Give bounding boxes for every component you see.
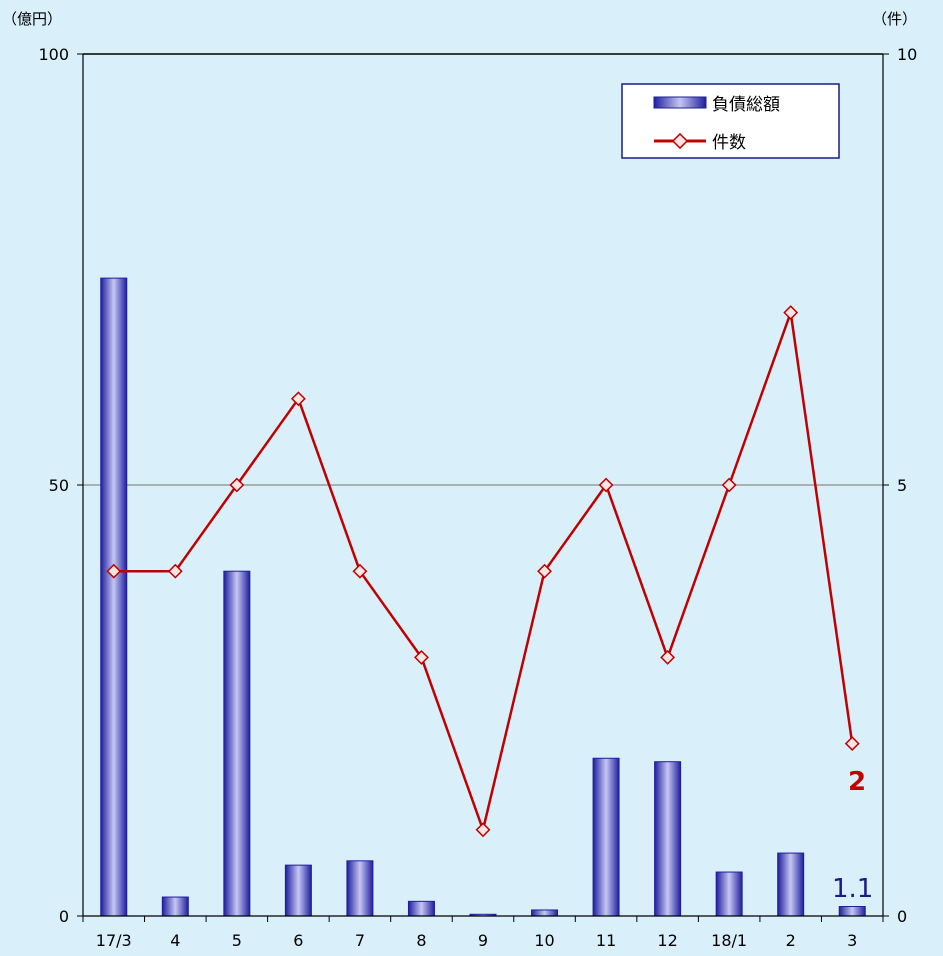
legend: 負債総額 件数 xyxy=(621,83,840,159)
count-line xyxy=(106,305,860,838)
debt-bar xyxy=(777,852,805,917)
debt-bar xyxy=(100,277,128,917)
count-point xyxy=(844,736,860,752)
x-tick-label: 17/3 xyxy=(96,931,132,950)
x-tick-label: 8 xyxy=(416,931,426,950)
x-tick-label: 12 xyxy=(657,931,677,950)
x-tick-label: 2 xyxy=(786,931,796,950)
x-tick-label: 5 xyxy=(232,931,242,950)
count-point xyxy=(660,649,676,665)
count-point xyxy=(475,822,491,838)
right-tick-label: 0 xyxy=(897,907,907,926)
debt-bar xyxy=(346,860,374,917)
x-tick-label: 10 xyxy=(534,931,554,950)
legend-box xyxy=(621,83,840,159)
last-count-label: 2 xyxy=(848,767,866,797)
count-point xyxy=(106,563,122,579)
legend-bar-swatch xyxy=(653,96,707,109)
count-point xyxy=(229,477,245,493)
debt-bars xyxy=(100,277,866,917)
x-tick-label: 3 xyxy=(847,931,857,950)
gridlines xyxy=(83,53,883,486)
debt-bar xyxy=(161,896,189,917)
count-point xyxy=(414,649,429,665)
count-point xyxy=(721,477,737,493)
x-tick-label: 6 xyxy=(293,931,303,950)
legend-count-label: 件数 xyxy=(712,133,746,153)
x-tick-label: 18/1 xyxy=(711,931,747,950)
x-tick-label: 7 xyxy=(355,931,365,950)
debt-bar xyxy=(715,871,743,917)
debt-bar xyxy=(284,864,312,917)
left-tick-label: 100 xyxy=(38,45,69,64)
count-point xyxy=(783,305,799,321)
legend-debt-label: 負債総額 xyxy=(712,95,780,115)
count-point xyxy=(598,477,614,493)
legend-marker-swatch xyxy=(671,132,689,150)
x-tick-label: 11 xyxy=(596,931,616,950)
right-axis-unit: （件） xyxy=(872,10,917,28)
count-point xyxy=(290,391,306,407)
debt-bar xyxy=(838,906,866,917)
debt-bar xyxy=(654,761,682,917)
count-point xyxy=(352,563,368,579)
debt-bar xyxy=(592,757,620,917)
left-tick-label: 50 xyxy=(49,476,69,495)
last-debt-label: 1.1 xyxy=(832,874,873,904)
debt-bar xyxy=(407,900,435,917)
right-tick-label: 10 xyxy=(897,45,917,64)
count-point xyxy=(537,563,552,579)
left-tick-label: 0 xyxy=(59,907,69,926)
debt-bar xyxy=(531,909,559,917)
right-tick-label: 5 xyxy=(897,476,907,495)
axes xyxy=(77,53,889,922)
x-tick-label: 4 xyxy=(170,931,180,950)
tick-labels: 0 50 100 0 5 10 17/3 4 5 6 7 8 9 10 11 12 18/1 2 3 xyxy=(38,45,917,950)
debt-bar xyxy=(223,570,251,917)
count-point xyxy=(167,563,183,579)
x-tick-label: 9 xyxy=(478,931,488,950)
left-axis-unit: （億円） xyxy=(2,10,62,28)
